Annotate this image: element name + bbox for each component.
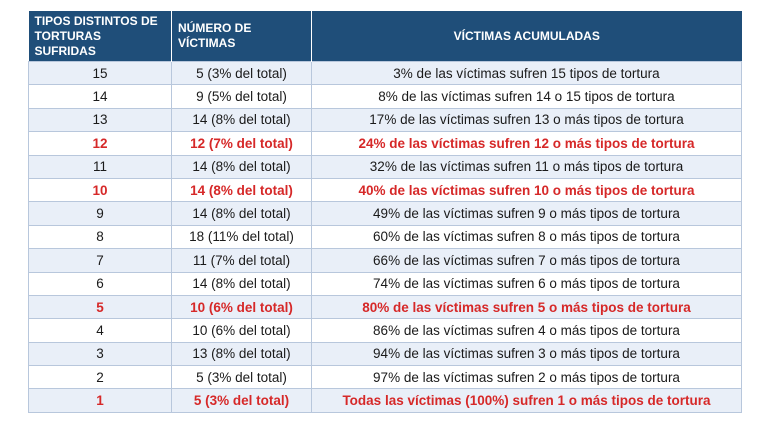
- cell-numero-victimas: 14 (8% del total): [171, 107, 312, 133]
- cell-tipos: 12: [28, 131, 172, 156]
- cell-numero-victimas: 12 (7% del total): [171, 131, 312, 156]
- torture-table: TIPOS DISTINTOS DE TORTURAS SUFRIDAS NÚM…: [28, 11, 742, 413]
- table-row: 15 5 (3% del total) 3% de las víctimas suf…: [28, 60, 742, 86]
- table-header-row: TIPOS DISTINTOS DE TORTURAS SUFRIDAS NÚM…: [28, 11, 742, 62]
- cell-numero-victimas: 5 (3% del total): [171, 365, 312, 390]
- cell-numero-victimas: 14 (8% del total): [171, 271, 312, 296]
- table-row: 9 14 (8% del total) 49% de las víctimas su…: [28, 201, 742, 226]
- cell-victimas-acumuladas: 94% de las víctimas sufren 3 o más tipos…: [311, 341, 742, 367]
- cell-numero-victimas: 11 (7% del total): [171, 248, 312, 273]
- cell-tipos: 10: [28, 177, 172, 203]
- cell-numero-victimas: 10 (6% del total): [171, 294, 312, 320]
- cell-tipos: 5: [28, 294, 172, 320]
- table-row: 4 10 (6% del total) 86% de las víctimas su…: [28, 318, 742, 343]
- cell-numero-victimas: 13 (8% del total): [171, 341, 312, 367]
- cell-tipos: 13: [28, 107, 172, 133]
- cell-tipos: 6: [28, 271, 172, 296]
- cell-victimas-acumuladas: Todas las víctimas (100%) sufren 1 o más…: [311, 388, 742, 413]
- table-row: 7 11 (7% del total) 66% de las víctimas su…: [28, 248, 742, 273]
- cell-numero-victimas: 5 (3% del total): [171, 388, 312, 413]
- table-row: 5 10 (6% del total) 80% de las víctimas su…: [28, 294, 742, 320]
- table-row: 11 14 (8% del total) 32% de las víctimas s…: [28, 154, 742, 179]
- cell-victimas-acumuladas: 32% de las víctimas sufren 11 o más tipo…: [311, 154, 742, 179]
- cell-tipos: 11: [28, 154, 172, 179]
- cell-numero-victimas: 14 (8% del total): [171, 154, 312, 179]
- cell-tipos: 8: [28, 224, 172, 250]
- cell-victimas-acumuladas: 74% de las víctimas sufren 6 o más tipos…: [311, 271, 742, 296]
- cell-tipos: 7: [28, 248, 172, 273]
- cell-victimas-acumuladas: 3% de las víctimas sufren 15 tipos de to…: [311, 60, 742, 86]
- cell-victimas-acumuladas: 49% de las víctimas sufren 9 o más tipos…: [311, 201, 742, 226]
- cell-victimas-acumuladas: 86% de las víctimas sufren 4 o más tipos…: [311, 318, 742, 343]
- cell-victimas-acumuladas: 60% de las víctimas sufren 8 o más tipos…: [311, 224, 742, 250]
- cell-tipos: 3: [28, 341, 172, 367]
- cell-tipos: 2: [28, 365, 172, 390]
- table-row: 8 18 (11% del total) 60% de las víctimas s…: [28, 224, 742, 250]
- table-row: 12 12 (7% del total) 24% de las víctimas s…: [28, 131, 742, 156]
- table-row: 13 14 (8% del total) 17% de las víctimas s…: [28, 107, 742, 133]
- cell-victimas-acumuladas: 8% de las víctimas sufren 14 o 15 tipos …: [311, 84, 742, 109]
- cell-numero-victimas: 9 (5% del total): [171, 84, 312, 109]
- cell-victimas-acumuladas: 40% de las víctimas sufren 10 o más tipo…: [311, 177, 742, 203]
- cell-victimas-acumuladas: 97% de las víctimas sufren 2 o más tipos…: [311, 365, 742, 390]
- cell-tipos: 4: [28, 318, 172, 343]
- header-numero-victimas: NÚMERO DE VÍCTIMAS: [171, 11, 312, 62]
- cell-victimas-acumuladas: 66% de las víctimas sufren 7 o más tipos…: [311, 248, 742, 273]
- table-row: 14 9 (5% del total) 8% de las víctimas suf…: [28, 84, 742, 109]
- cell-numero-victimas: 5 (3% del total): [171, 60, 312, 86]
- cell-numero-victimas: 14 (8% del total): [171, 177, 312, 203]
- cell-victimas-acumuladas: 17% de las víctimas sufren 13 o más tipo…: [311, 107, 742, 133]
- header-tipos: TIPOS DISTINTOS DE TORTURAS SUFRIDAS: [28, 11, 172, 62]
- cell-tipos: 15: [28, 60, 172, 86]
- cell-numero-victimas: 10 (6% del total): [171, 318, 312, 343]
- cell-tipos: 14: [28, 84, 172, 109]
- table-row: 10 14 (8% del total) 40% de las víctimas s…: [28, 177, 742, 203]
- table-row: 6 14 (8% del total) 74% de las víctimas su…: [28, 271, 742, 296]
- cell-numero-victimas: 14 (8% del total): [171, 201, 312, 226]
- torture-table-container: TIPOS DISTINTOS DE TORTURAS SUFRIDAS NÚM…: [28, 11, 742, 413]
- header-victimas-acumuladas: VÍCTIMAS ACUMULADAS: [311, 11, 742, 62]
- cell-tipos: 1: [28, 388, 172, 413]
- cell-victimas-acumuladas: 80% de las víctimas sufren 5 o más tipos…: [311, 294, 742, 320]
- cell-victimas-acumuladas: 24% de las víctimas sufren 12 o más tipo…: [311, 131, 742, 156]
- cell-numero-victimas: 18 (11% del total): [171, 224, 312, 250]
- table-row: 3 13 (8% del total) 94% de las víctimas su…: [28, 341, 742, 367]
- table-body: 15 5 (3% del total) 3% de las víctimas suf…: [28, 60, 742, 413]
- cell-tipos: 9: [28, 201, 172, 226]
